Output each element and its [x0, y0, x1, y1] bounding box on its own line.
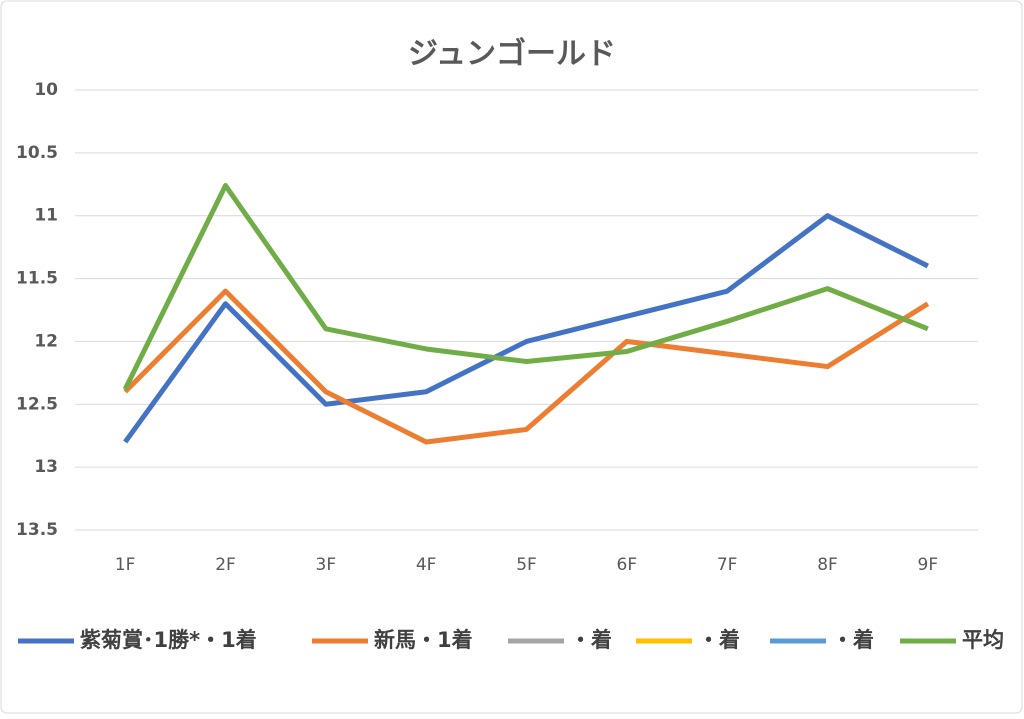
series-line — [122, 183, 929, 391]
legend-label: ・着 — [570, 628, 612, 652]
y-tick-label: 13 — [34, 457, 58, 477]
y-tick-label: 12.5 — [16, 394, 58, 414]
x-tick-label: 7F — [717, 555, 738, 575]
x-tick-label: 4F — [416, 555, 437, 575]
x-tick-label: 9F — [918, 555, 939, 575]
x-tick-label: 8F — [817, 555, 838, 575]
legend-label: 新馬・1着 — [374, 628, 473, 652]
legend-label: 紫菊賞･1勝*・1着 — [80, 628, 257, 652]
y-tick-label: 13.5 — [16, 520, 58, 540]
legend-label: ・着 — [832, 628, 874, 652]
y-tick-label: 11 — [34, 206, 58, 226]
y-tick-label: 10 — [34, 80, 58, 100]
legend-label: ・着 — [698, 628, 740, 652]
chart-title: ジュンゴールド — [408, 37, 616, 72]
legend-label: 平均 — [962, 628, 1004, 652]
y-tick-label: 10.5 — [16, 143, 58, 163]
x-tick-label: 5F — [516, 555, 537, 575]
x-tick-label: 6F — [617, 555, 638, 575]
x-tick-label: 2F — [215, 555, 236, 575]
y-tick-label: 12 — [34, 331, 58, 351]
x-tick-label: 3F — [316, 555, 337, 575]
series-line — [123, 213, 929, 444]
series-line — [123, 288, 930, 445]
x-tick-label: 1F — [115, 555, 136, 575]
y-tick-label: 11.5 — [16, 269, 58, 289]
